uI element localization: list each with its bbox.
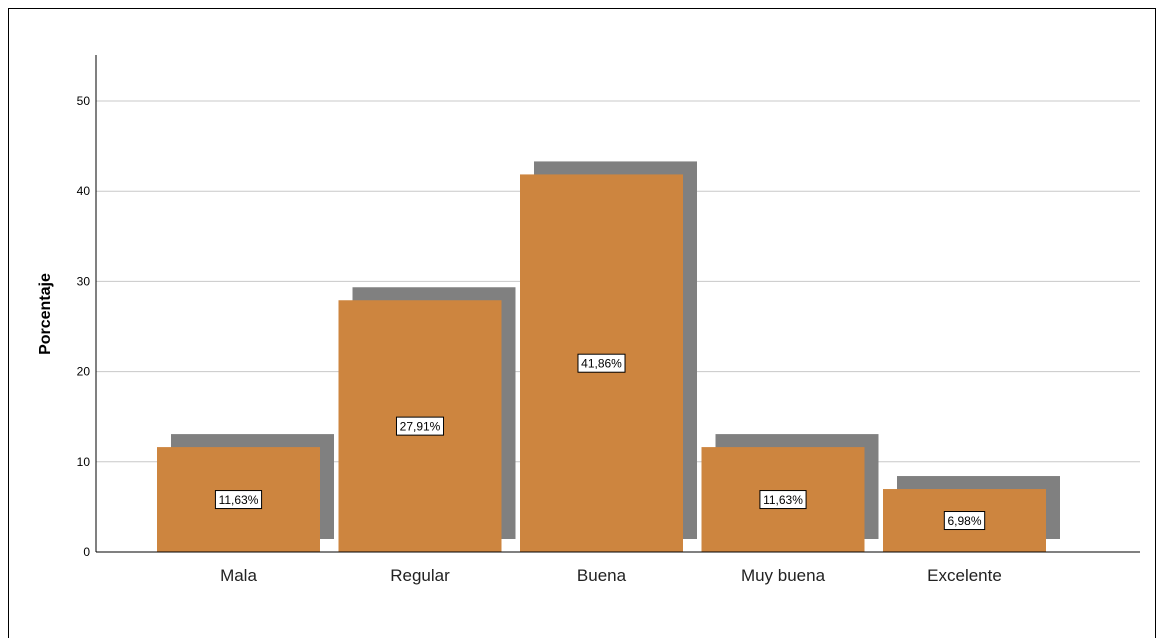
y-tick-label: 20 (77, 365, 91, 379)
x-category-label: Buena (577, 566, 627, 585)
data-label: 11,63% (214, 490, 263, 510)
data-labels: 11,63% 27,91% 41,86% 11,63% 6,98% (214, 353, 986, 531)
data-label: 41,86% (577, 353, 626, 373)
data-label-box (759, 490, 807, 510)
chart-frame (8, 8, 1156, 638)
x-category-label: Mala (220, 566, 257, 585)
x-category-label: Excelente (927, 566, 1002, 585)
data-label-box (395, 416, 445, 436)
y-axis-label: Porcentaje (37, 273, 54, 355)
x-category-label: Regular (390, 566, 450, 585)
x-category-label: Muy buena (741, 566, 826, 585)
data-label-text: 11,63% (763, 493, 803, 507)
y-tick-label: 50 (77, 94, 91, 108)
x-category-labels: Mala Regular Buena Muy buena Excelente (220, 566, 1002, 585)
y-tick-label: 10 (77, 455, 91, 469)
data-label-text: 41,86% (581, 357, 622, 371)
bars (157, 174, 1046, 553)
y-tick-label: 0 (83, 545, 90, 559)
y-tick-labels: 0 10 20 30 40 50 (77, 94, 91, 559)
data-label-box (214, 490, 263, 510)
y-tick-label: 40 (77, 184, 91, 198)
y-tick-label: 30 (77, 274, 91, 288)
data-label-text: 6,98% (947, 514, 981, 528)
data-label: 6,98% (943, 511, 986, 531)
data-label: 11,63% (759, 490, 807, 510)
data-label-text: 27,91% (400, 420, 441, 434)
data-label-box (943, 511, 986, 531)
axes (95, 55, 1140, 553)
data-label: 27,91% (395, 416, 445, 436)
data-label-text: 11,63% (219, 493, 259, 507)
data-label-box (577, 353, 626, 373)
